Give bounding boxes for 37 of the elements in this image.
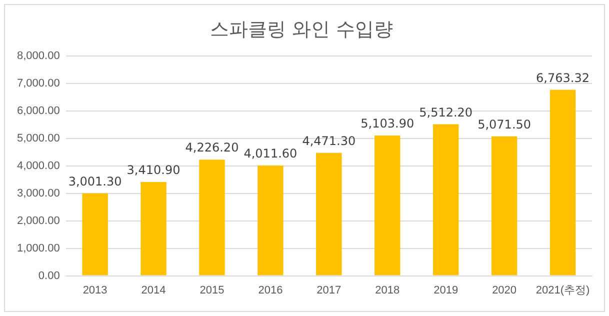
bar xyxy=(199,160,225,276)
bar xyxy=(491,136,518,276)
x-tick-label: 2020 xyxy=(492,284,517,296)
data-label: 5,103.90 xyxy=(360,116,414,131)
y-tick-label: 8,000.00 xyxy=(16,50,60,62)
data-label: 4,471.30 xyxy=(302,134,356,148)
y-tick-label: 5,000.00 xyxy=(16,132,60,144)
x-tick-label: 2015 xyxy=(200,284,224,296)
y-tick-label: 0.00 xyxy=(38,270,60,282)
x-tick-label: 2014 xyxy=(141,284,166,296)
data-label: 5,071.50 xyxy=(478,117,532,132)
y-tick-label: 3,000.00 xyxy=(16,187,60,200)
bar xyxy=(316,152,342,276)
data-label: 4,011.60 xyxy=(244,146,298,161)
x-tick-label: 2017 xyxy=(316,284,342,296)
x-tick-label: 2016 xyxy=(258,284,283,296)
y-tick-label: 7,000.00 xyxy=(16,77,60,90)
bar xyxy=(140,182,166,276)
data-label: 3,410.90 xyxy=(126,163,180,178)
bar xyxy=(432,124,459,276)
x-tick-label: 2021(추정) xyxy=(536,284,590,296)
bar xyxy=(258,165,284,276)
y-tick-label: 4,000.00 xyxy=(16,160,60,172)
data-label: 5,512.20 xyxy=(419,105,473,120)
data-label: 6,763.32 xyxy=(536,70,590,85)
x-tick-label: 2018 xyxy=(375,284,400,296)
data-label: 4,226.20 xyxy=(185,140,239,155)
data-label: 3,001.30 xyxy=(68,174,122,188)
chart-title: 스파클링 와인 수입량 xyxy=(210,18,394,40)
y-tick-label: 2,000.00 xyxy=(16,214,60,227)
x-tick-label: 2013 xyxy=(82,284,108,296)
y-tick-label: 1,000.00 xyxy=(16,242,60,254)
bar xyxy=(374,135,400,276)
bar xyxy=(82,193,108,276)
x-tick-label: 2019 xyxy=(434,284,458,296)
bar xyxy=(550,90,576,276)
y-tick-label: 6,000.00 xyxy=(16,104,60,117)
